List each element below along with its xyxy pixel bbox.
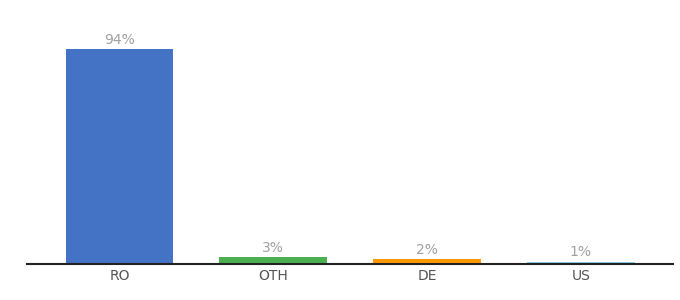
Bar [373, 260, 481, 264]
Bar [66, 49, 173, 264]
Text: 2%: 2% [416, 243, 438, 257]
Text: 94%: 94% [104, 33, 135, 47]
Text: 1%: 1% [570, 245, 592, 260]
Bar [220, 257, 327, 264]
Bar [527, 262, 634, 264]
Text: 3%: 3% [262, 241, 284, 255]
